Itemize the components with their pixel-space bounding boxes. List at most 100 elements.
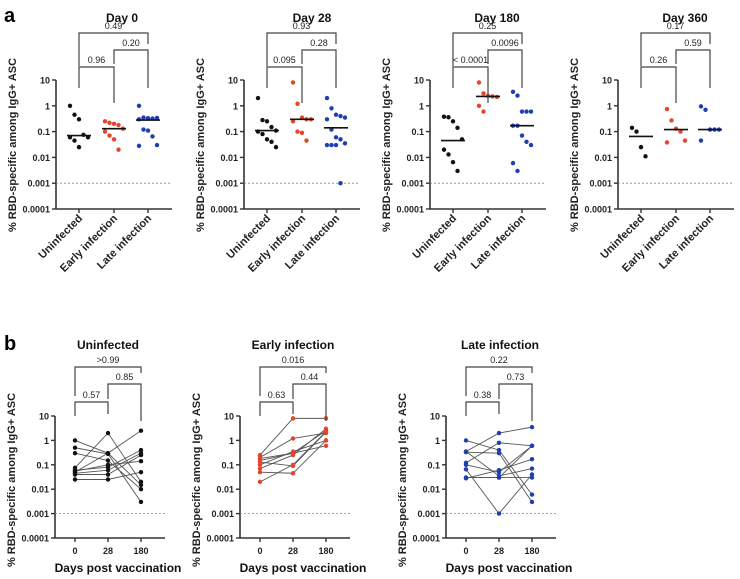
x-tick-label: 180: [524, 546, 539, 556]
data-point: [260, 117, 265, 123]
p-value-label: 0.25: [479, 21, 497, 31]
y-tick-label: 10: [602, 76, 612, 86]
subject-line: [465, 426, 533, 452]
data-point: [515, 168, 520, 174]
chart-day-0: Day 0 10 1 0.1 0.01 0.001 0.0001% RBD-specific…: [7, 11, 172, 275]
x-tick-label: 28: [103, 546, 113, 556]
p-value-label: 0.73: [507, 372, 525, 382]
y-tick-label: 1: [229, 436, 234, 446]
p-value-label: 0.016: [282, 355, 305, 365]
data-point: [496, 450, 502, 456]
significance-bracket: [266, 32, 337, 66]
p-value-label: 0.63: [268, 390, 286, 400]
data-point: [329, 142, 334, 148]
y-tick-label: 10: [414, 76, 424, 86]
y-tick-label: 0.0001: [412, 534, 440, 544]
p-value-label: >0.99: [97, 355, 120, 365]
data-point: [455, 168, 460, 174]
data-point: [496, 447, 502, 453]
data-point: [441, 147, 447, 152]
data-point: [111, 121, 117, 127]
data-point: [72, 445, 78, 450]
data-point: [154, 142, 160, 148]
data-point: [529, 475, 535, 480]
data-point: [299, 130, 305, 135]
data-point: [138, 487, 144, 492]
data-point: [290, 471, 296, 476]
y-tick-label: 1: [44, 436, 49, 446]
y-tick-label: 0.1: [427, 460, 440, 470]
significance-bracket: [292, 383, 327, 421]
data-point: [698, 104, 704, 109]
data-point: [664, 106, 670, 112]
y-tick-label: 0.001: [215, 179, 238, 189]
y-tick-label: 0.001: [211, 509, 234, 519]
data-point: [138, 428, 144, 433]
data-point: [342, 115, 348, 120]
data-point: [678, 129, 683, 134]
data-point: [333, 112, 339, 117]
significance-bracket: [266, 66, 303, 103]
y-tick-label: 0.0001: [21, 534, 49, 544]
y-tick-label: 0.01: [422, 485, 440, 495]
y-axis-label: % RBD-specific among IgG+ ASC: [7, 58, 19, 232]
y-tick-label: 0.01: [32, 153, 50, 163]
data-point: [290, 449, 296, 454]
data-point: [290, 462, 296, 467]
data-point: [136, 103, 142, 109]
data-point: [528, 142, 534, 148]
x-axis-label: Days post vaccination: [55, 561, 182, 575]
data-point: [463, 438, 469, 443]
y-axis-label: % RBD-specific among IgG+ ASC: [195, 58, 207, 232]
data-point: [529, 472, 535, 477]
y-tick-label: 1: [233, 101, 238, 111]
significance-bracket: [259, 366, 327, 396]
data-point: [463, 449, 469, 454]
y-tick-label: 0.1: [411, 127, 424, 137]
data-point: [138, 447, 144, 453]
data-point: [105, 462, 111, 467]
y-tick-label: 0.001: [26, 509, 49, 519]
data-point: [476, 80, 482, 85]
data-point: [669, 118, 674, 123]
data-point: [290, 119, 296, 124]
data-point: [72, 438, 78, 443]
panel-label-a: a: [4, 5, 16, 27]
chart-title: Day 0: [106, 11, 138, 25]
significance-bracket: [498, 383, 533, 421]
data-point: [257, 469, 263, 475]
data-point: [643, 154, 648, 159]
chart-uninfected: Uninfected 10 1 0.1 0.01 0.001 0.0001% RBD-spe…: [6, 338, 181, 575]
data-point: [496, 511, 502, 516]
y-tick-label: 0.01: [216, 485, 234, 495]
data-point: [111, 137, 117, 142]
significance-bracket: [675, 49, 711, 88]
data-point: [102, 129, 108, 134]
data-point: [496, 475, 502, 480]
data-point: [105, 468, 111, 473]
data-point: [102, 119, 108, 124]
data-point: [324, 95, 330, 101]
data-point: [455, 125, 460, 131]
data-point: [138, 499, 144, 505]
y-tick-label: 10: [430, 412, 440, 422]
data-point: [529, 443, 535, 449]
data-point: [145, 128, 151, 133]
data-point: [338, 137, 343, 142]
significance-bracket: [487, 49, 523, 88]
data-point: [446, 152, 451, 157]
significance-bracket: [465, 366, 533, 396]
x-axis-label: Days post vaccination: [446, 561, 573, 575]
data-point: [698, 138, 704, 143]
chart-title: Early infection: [252, 338, 335, 352]
data-point: [72, 138, 77, 143]
data-point: [72, 472, 78, 477]
data-point: [333, 142, 339, 148]
data-point: [329, 106, 334, 111]
data-point: [138, 479, 144, 485]
data-point: [629, 125, 635, 131]
y-tick-label: 0.001: [589, 179, 612, 189]
y-tick-label: 0.1: [225, 127, 238, 137]
chart-title: Uninfected: [77, 338, 139, 352]
